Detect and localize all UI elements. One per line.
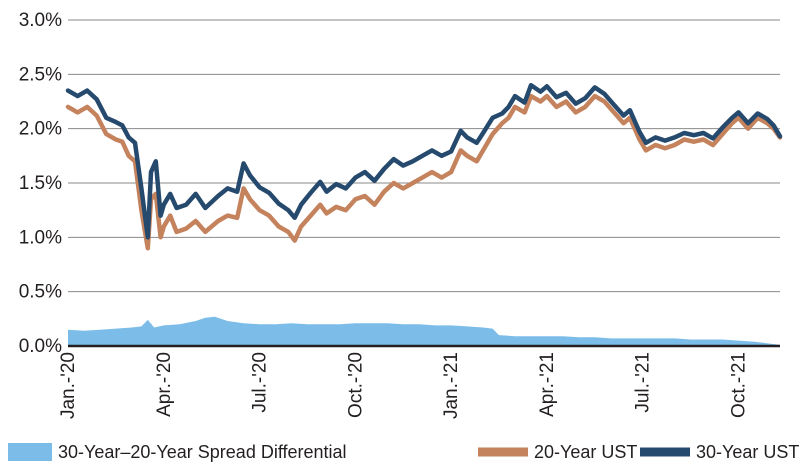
x-tick-label: Jul.-'21 — [633, 352, 654, 413]
spread-area — [68, 316, 780, 346]
x-axis-tick-labels: Jan.-'20 Apr.-'20 Jul.-'20 Oct.-'20 Jan.-'21… — [58, 352, 749, 419]
y-tick-label: 0.0% — [19, 336, 62, 357]
x-tick-label: Jan.-'21 — [441, 352, 462, 419]
y-tick-label: 3.0% — [19, 10, 62, 31]
x-tick-label: Jul.-'20 — [250, 352, 271, 413]
legend-swatch-spread — [8, 443, 52, 461]
series-lines-layer — [65, 82, 783, 251]
legend-label: 30-Year–20-Year Spread Differential — [58, 442, 347, 462]
y-tick-label: 1.5% — [19, 173, 62, 194]
x-tick-label: Oct.-'21 — [728, 352, 749, 418]
x-tick-label: Oct.-'20 — [345, 352, 366, 418]
y-axis-tick-labels: 0.0% 0.5% 1.0% 1.5% 2.0% 2.5% 3.0% — [19, 10, 62, 357]
series-30-year-ust-line — [65, 82, 783, 240]
legend: 30-Year–20-Year Spread Differential 20-Ye… — [8, 442, 799, 462]
legend-label: 30-Year UST — [696, 442, 799, 462]
y-tick-label: 1.0% — [19, 227, 62, 248]
y-tick-label: 2.5% — [19, 64, 62, 85]
y-tick-label: 0.5% — [19, 282, 62, 303]
series-20-year-ust-line — [65, 93, 783, 251]
x-tick-label: Jan.-'20 — [58, 352, 79, 419]
x-tick-label: Apr.-'20 — [154, 352, 175, 417]
legend-label: 20-Year UST — [534, 442, 637, 462]
y-tick-label: 2.0% — [19, 119, 62, 140]
grid-lines — [68, 19, 780, 293]
x-tick-label: Apr.-'21 — [537, 352, 558, 417]
spread-area-layer — [68, 316, 780, 346]
